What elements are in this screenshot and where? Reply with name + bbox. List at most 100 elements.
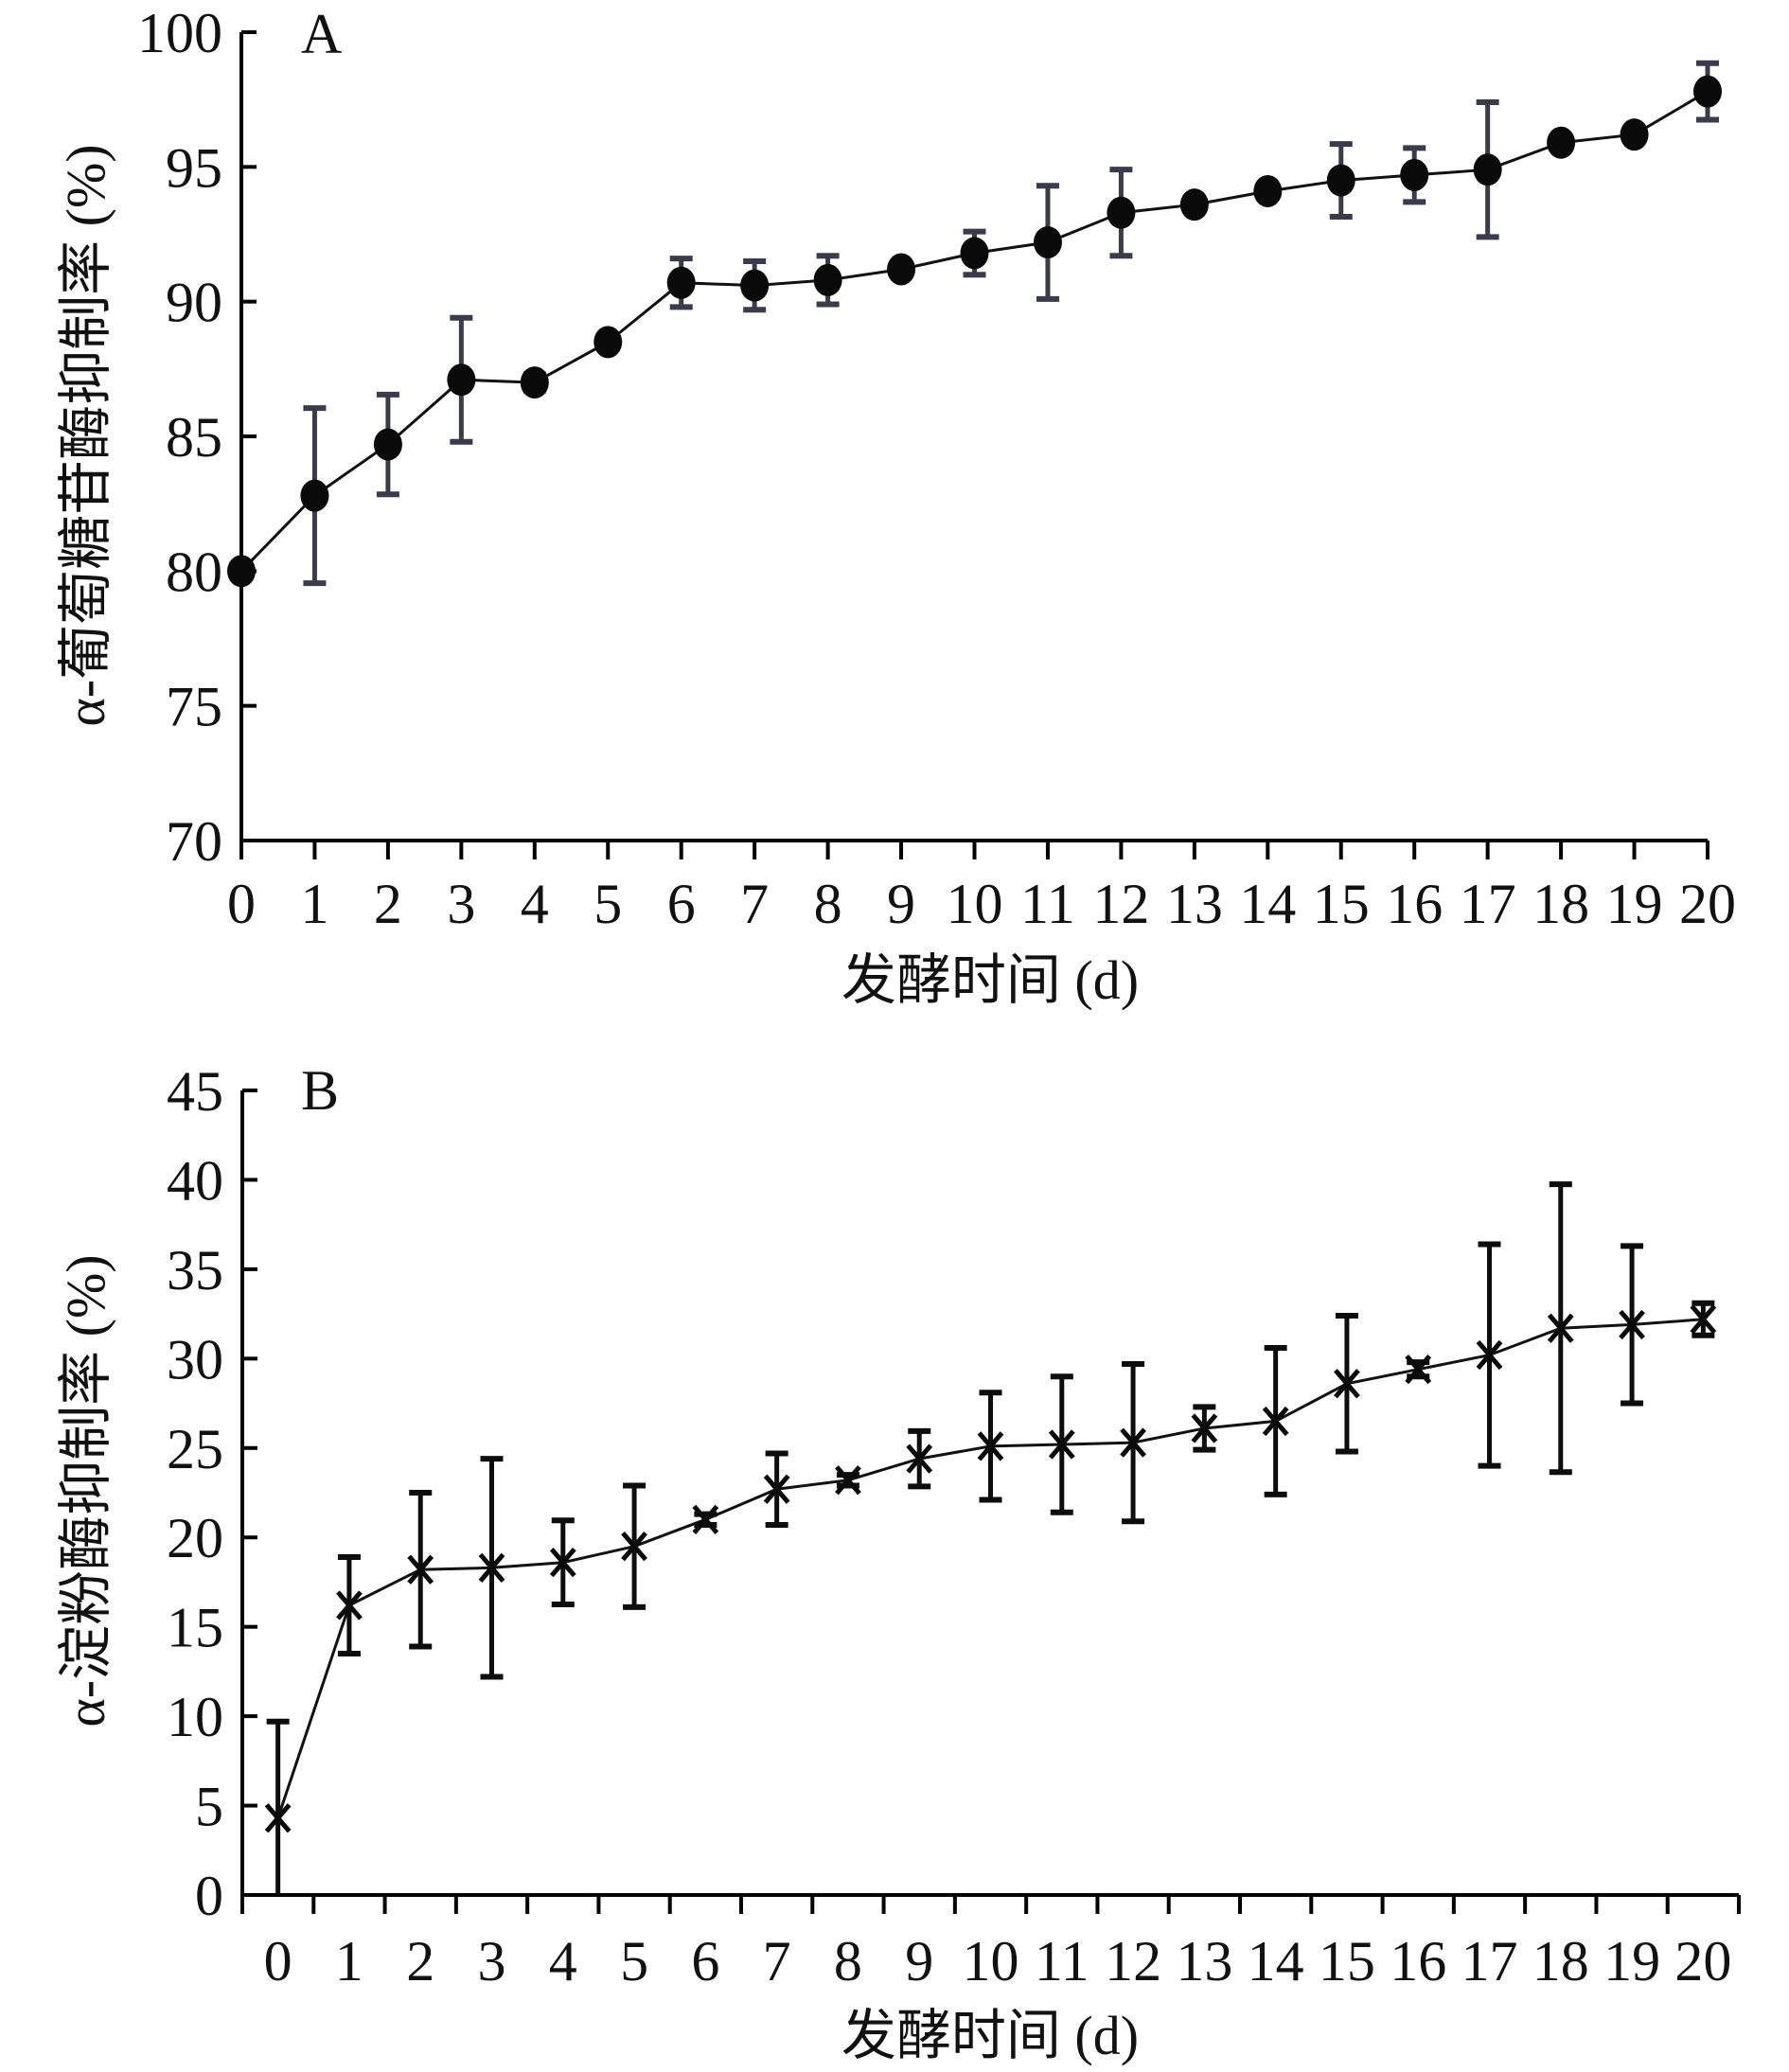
y-tick-label: 45 [167, 1060, 223, 1123]
marker-stroke [1120, 1427, 1146, 1458]
data-point [1262, 1406, 1289, 1437]
y-tick-label: 75 [166, 676, 222, 738]
data-point [1048, 1429, 1075, 1460]
x-tick-label: 20 [1674, 1930, 1731, 1992]
marker-stroke [977, 1431, 1004, 1461]
marker-stroke [1334, 1369, 1360, 1399]
x-tick-label: 14 [1239, 873, 1296, 935]
x-tick-label: 19 [1603, 1930, 1660, 1992]
x-tick-label: 17 [1461, 1930, 1518, 1992]
y-tick-label: 80 [166, 540, 222, 603]
data-point [1179, 188, 1209, 221]
data-point [763, 1474, 790, 1504]
data-point [478, 1552, 505, 1583]
marker-stroke [1405, 1355, 1432, 1385]
data-point [593, 326, 623, 359]
marker-stroke [407, 1554, 434, 1585]
data-point [1253, 174, 1283, 207]
x-tick-label: 15 [1313, 873, 1370, 935]
x-tick-label: 6 [667, 873, 696, 935]
data-point [1405, 1355, 1432, 1385]
data-point [1547, 126, 1576, 159]
y-tick-label: 5 [195, 1776, 223, 1838]
data-point [1619, 1309, 1645, 1340]
panel-label-b: B [301, 1059, 339, 1122]
x-tick-label: 11 [1020, 873, 1075, 935]
chart-b: B α-淀粉酶抑制率 (%) 发酵时间 (d) 0510152025303540… [55, 1059, 1741, 2066]
x-tick-label: 5 [620, 1930, 648, 1992]
data-point [906, 1443, 933, 1474]
marker-stroke [692, 1504, 719, 1534]
marker-stroke [1690, 1304, 1717, 1335]
data-point [960, 237, 989, 270]
y-tick-label: 35 [167, 1239, 223, 1302]
marker-stroke [1048, 1429, 1075, 1460]
data-point [977, 1431, 1004, 1461]
data-point [666, 266, 696, 299]
y-tick-label: 40 [167, 1149, 223, 1212]
x-tick-label: 11 [1035, 1930, 1089, 1992]
marker-stroke [763, 1474, 790, 1504]
error-bar [266, 1718, 290, 1895]
data-point [549, 1548, 576, 1578]
x-tick-label: 1 [300, 873, 328, 935]
data-point [1107, 196, 1136, 229]
y-tick-label: 10 [167, 1686, 223, 1748]
x-tick-label: 2 [374, 873, 402, 935]
marker-stroke [835, 1465, 861, 1496]
x-tick-label: 4 [549, 1930, 577, 1992]
data-point [813, 263, 842, 296]
x-tick-label: 13 [1176, 1930, 1232, 1992]
y-tick-label: 95 [166, 136, 222, 199]
marker-stroke [1547, 1313, 1574, 1343]
data-point [447, 363, 476, 397]
x-tick-label: 12 [1092, 873, 1149, 935]
y-tick-label: 70 [166, 810, 222, 873]
panel-label-a: A [301, 3, 342, 65]
x-tick-label: 9 [905, 1930, 933, 1992]
y-tick-label: 20 [167, 1507, 223, 1569]
y-tick-label: 30 [167, 1328, 223, 1390]
marker-stroke [1262, 1406, 1289, 1437]
marker-stroke [336, 1590, 363, 1620]
x-axis-title-b: 发酵时间 (d) [841, 2005, 1139, 2066]
x-tick-label: 16 [1390, 1930, 1446, 1992]
x-tick-label: 0 [227, 873, 256, 935]
marker-stroke [549, 1548, 576, 1578]
y-tick-label: 15 [167, 1597, 223, 1659]
data-point [227, 555, 256, 588]
x-tick-label: 2 [406, 1930, 434, 1992]
data-point [887, 253, 916, 286]
data-point [621, 1532, 647, 1562]
marker-stroke [1191, 1413, 1218, 1443]
data-point [407, 1554, 434, 1585]
x-tick-label: 9 [887, 873, 915, 935]
x-tick-label: 13 [1166, 873, 1223, 935]
y-axis-title-a: α-葡萄糖苷酶抑制率 (%) [55, 144, 116, 726]
data-point [1690, 1304, 1717, 1335]
x-tick-label: 15 [1319, 1930, 1375, 1992]
data-point [692, 1504, 719, 1534]
x-tick-label: 7 [740, 873, 769, 935]
data-point [1120, 1427, 1146, 1458]
y-tick-label: 25 [167, 1418, 223, 1480]
x-tick-label: 6 [691, 1930, 719, 1992]
marker-stroke [621, 1532, 647, 1562]
x-tick-label: 3 [478, 1930, 506, 1992]
data-point [1400, 158, 1429, 191]
data-point [835, 1465, 861, 1496]
marker-stroke [478, 1552, 505, 1583]
x-tick-label: 0 [264, 1930, 292, 1992]
x-tick-label: 12 [1105, 1930, 1161, 1992]
data-point [1334, 1369, 1360, 1399]
data-point [1547, 1313, 1574, 1343]
x-tick-label: 19 [1606, 873, 1663, 935]
y-axis-title-b: α-淀粉酶抑制率 (%) [55, 1254, 116, 1727]
x-tick-label: 10 [963, 1930, 1019, 1992]
data-point [740, 269, 770, 302]
data-point [1033, 226, 1062, 259]
x-axis-title-a: 发酵时间 (d) [841, 949, 1139, 1011]
x-tick-label: 8 [834, 1930, 862, 1992]
x-tick-label: 5 [593, 873, 622, 935]
x-tick-label: 8 [814, 873, 842, 935]
